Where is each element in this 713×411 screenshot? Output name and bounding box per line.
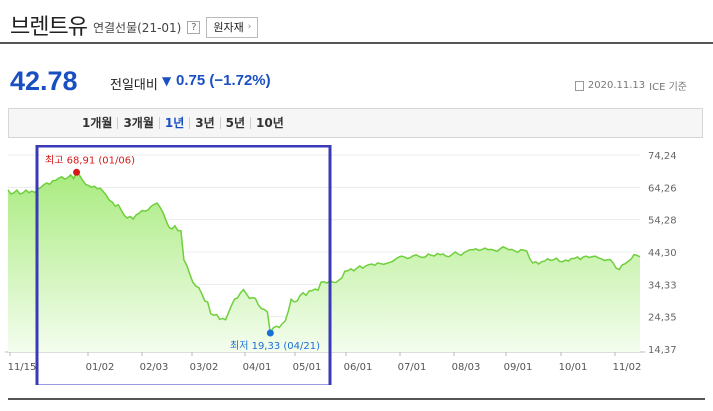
tab-3-years[interactable]: 3년 (190, 117, 221, 129)
x-tick-label: 07/01 (398, 362, 427, 373)
x-tick-label: 04/01 (243, 362, 272, 373)
x-tick-label: 05/01 (293, 362, 322, 373)
contract-subtitle: 연결선물(21-01) (92, 20, 182, 35)
low-label: 최저 19,33 (04/21) (230, 340, 320, 352)
x-tick-label: 01/02 (86, 362, 115, 373)
change-label: 전일대비 (110, 78, 158, 93)
top-divider (0, 42, 713, 44)
y-tick-label: 64,26 (648, 183, 677, 194)
raw-materials-button-label: 원자재 (213, 20, 244, 34)
tab-1-month[interactable]: 1개월 (77, 117, 119, 129)
y-tick-label: 34,33 (648, 280, 677, 291)
raw-materials-button[interactable]: 원자재 › (206, 16, 259, 38)
x-tick-label: 10/01 (559, 362, 588, 373)
x-tick-label: 09/01 (504, 362, 533, 373)
x-tick-label: 02/03 (140, 362, 169, 373)
price-area (8, 172, 640, 352)
price-chart: 74,24 64,26 54,28 44,30 34,33 24,35 14,37 11/1… (5, 145, 677, 385)
help-icon[interactable]: ? (187, 20, 201, 34)
down-arrow-icon: ▼ (162, 74, 172, 88)
quote-date: 2020.11.13 (587, 80, 646, 91)
price-line (7, 171, 641, 336)
x-axis-labels: 11/15 01/02 02/03 03/02 04/01 05/01 06/01 07/01… (8, 352, 642, 373)
header: 브렌트유 연결선물(21-01) ? 원자재 › (10, 10, 259, 40)
quote-meta: 2020.11.13 ICE 기준 (574, 78, 687, 93)
y-tick-label: 54,28 (648, 216, 677, 227)
current-price: 42.78 (10, 66, 78, 96)
y-tick-label: 24,35 (648, 313, 677, 324)
highlight-box (35, 145, 332, 385)
low-marker (266, 329, 274, 337)
tab-3-months[interactable]: 3개월 (118, 117, 160, 129)
x-tick-label: 11/15 (8, 362, 37, 373)
document-icon (574, 80, 584, 91)
y-tick-label: 74,24 (648, 151, 677, 162)
page-title: 브렌트유 (10, 15, 88, 40)
y-tick-label: 44,30 (648, 248, 677, 259)
y-axis-labels: 74,24 64,26 54,28 44,30 34,33 24,35 14,37 (648, 151, 677, 356)
bottom-divider (8, 398, 705, 400)
x-tick-label: 06/01 (344, 362, 373, 373)
tab-10-years[interactable]: 10년 (256, 116, 284, 130)
quote-row: 42.78 전일대비 ▼ 0.75 (−1.72%) 2020.11.13 IC… (10, 60, 703, 100)
chevron-right-icon: › (247, 21, 252, 32)
change-value: 0.75 (−1.72%) (176, 72, 271, 89)
high-marker (73, 168, 81, 176)
quote-source: ICE 기준 (649, 82, 687, 93)
tab-1-year[interactable]: 1년 (160, 117, 191, 129)
y-tick-label: 14,37 (648, 345, 677, 356)
tab-5-years[interactable]: 5년 (221, 117, 252, 129)
period-tabs: 1개월 3개월 1년 3년 5년 10년 (8, 108, 703, 138)
x-tick-label: 03/02 (190, 362, 219, 373)
high-label: 최고 68,91 (01/06) (45, 154, 135, 166)
x-tick-label: 11/02 (613, 362, 642, 373)
x-tick-label: 08/03 (452, 362, 481, 373)
